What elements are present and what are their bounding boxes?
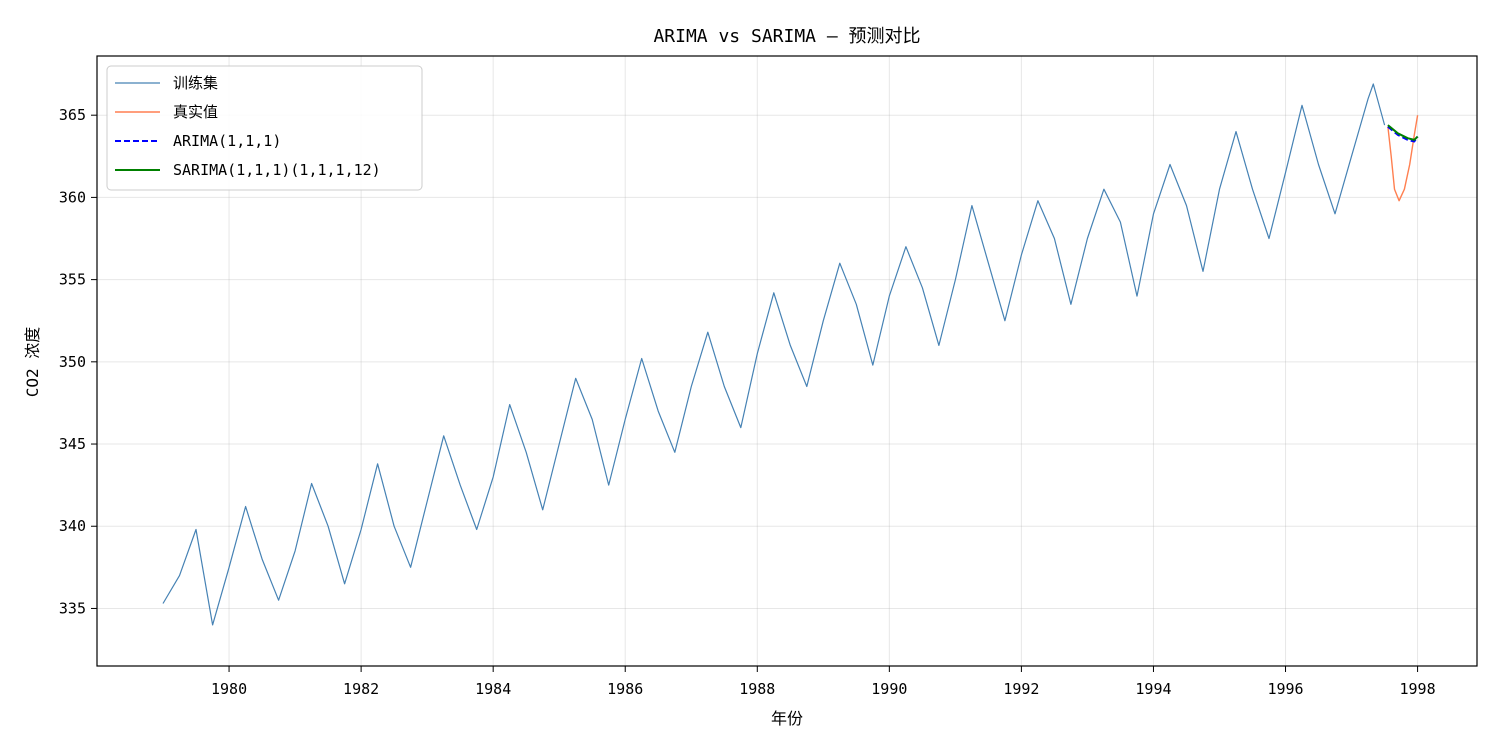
legend-label: SARIMA(1,1,1)(1,1,1,12) — [173, 161, 381, 179]
x-tick-label: 1992 — [1003, 680, 1039, 698]
y-tick-label: 335 — [59, 599, 86, 617]
y-tick-label: 365 — [59, 106, 86, 124]
series-line — [1387, 124, 1419, 141]
chart-title: ARIMA vs SARIMA — 预测对比 — [653, 26, 920, 47]
x-tick-label: 1980 — [211, 680, 247, 698]
x-tick-label: 1982 — [343, 680, 379, 698]
y-tick-label: 340 — [59, 517, 86, 535]
x-tick-label: 1990 — [871, 680, 907, 698]
plot-series — [162, 83, 1419, 626]
y-tick-label: 355 — [59, 271, 86, 289]
y-axis-label: CO2 浓度 — [23, 327, 42, 398]
axis-ticks: 1980 1982 1984 1986 1988 1990 1992 1994 1996 1998… — [59, 106, 1436, 698]
plot-frame — [96, 55, 1478, 667]
x-tick-label: 1996 — [1267, 680, 1303, 698]
x-tick-label: 1988 — [739, 680, 775, 698]
x-tick-label: 1986 — [607, 680, 643, 698]
legend-label: ARIMA(1,1,1) — [173, 132, 281, 150]
y-tick-label: 350 — [59, 353, 86, 371]
x-tick-label: 1984 — [475, 680, 511, 698]
x-tick-label: 1998 — [1400, 680, 1436, 698]
y-tick-label: 345 — [59, 435, 86, 453]
x-tick-label: 1994 — [1135, 680, 1171, 698]
legend-label: 真实值 — [173, 103, 218, 121]
legend-box — [106, 65, 423, 191]
grid — [97, 56, 1477, 666]
series-line — [162, 83, 1386, 626]
y-tick-label: 360 — [59, 188, 86, 206]
x-axis-label: 年份 — [771, 709, 803, 728]
legend-label: 训练集 — [173, 74, 218, 92]
